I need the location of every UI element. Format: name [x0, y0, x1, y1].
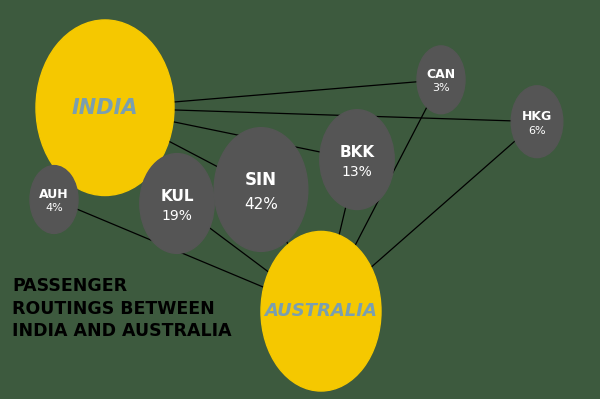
Text: 42%: 42% — [244, 198, 278, 213]
Ellipse shape — [511, 86, 563, 158]
Text: AUSTRALIA: AUSTRALIA — [265, 302, 377, 320]
Text: 3%: 3% — [432, 83, 450, 93]
Text: PASSENGER
ROUTINGS BETWEEN
INDIA AND AUSTRALIA: PASSENGER ROUTINGS BETWEEN INDIA AND AUS… — [12, 277, 232, 340]
Ellipse shape — [30, 166, 78, 233]
Ellipse shape — [214, 128, 308, 251]
Text: HKG: HKG — [522, 110, 552, 123]
Ellipse shape — [261, 231, 381, 391]
Text: CAN: CAN — [427, 68, 455, 81]
Text: SIN: SIN — [245, 171, 277, 189]
Ellipse shape — [36, 20, 174, 196]
Text: BKK: BKK — [340, 144, 374, 160]
Text: 4%: 4% — [45, 203, 63, 213]
Text: 19%: 19% — [161, 209, 193, 223]
Text: AUH: AUH — [39, 188, 69, 201]
Text: 6%: 6% — [528, 126, 546, 136]
Ellipse shape — [320, 110, 394, 209]
Ellipse shape — [140, 154, 214, 253]
Text: 13%: 13% — [341, 165, 373, 179]
Text: INDIA: INDIA — [72, 98, 138, 118]
Ellipse shape — [417, 46, 465, 114]
Text: KUL: KUL — [160, 188, 194, 203]
